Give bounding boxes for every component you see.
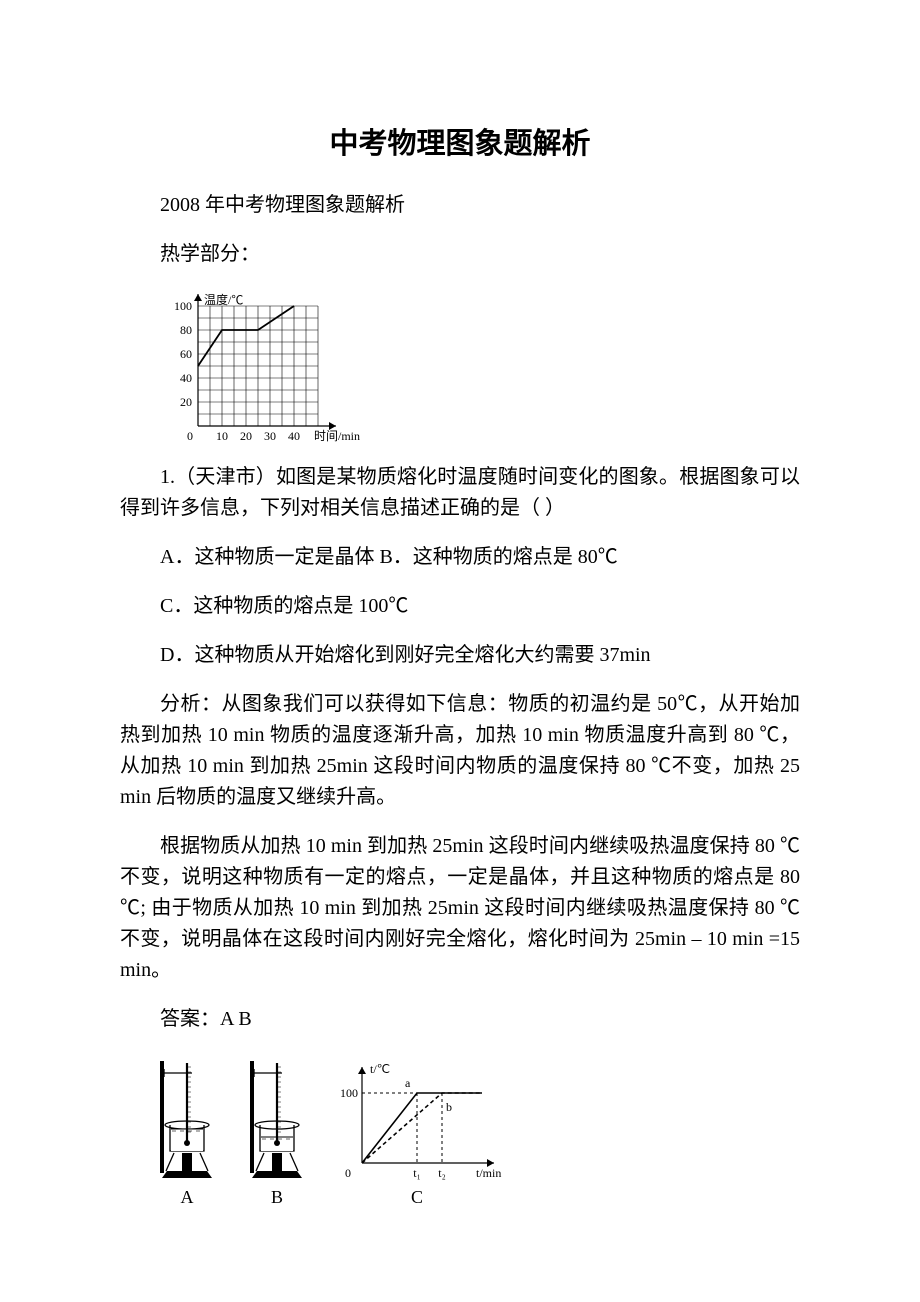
fig-label-b: B: [242, 1187, 312, 1208]
q1-analysis-2: 根据物质从加热 10 min 到加热 25min 这段时间内继续吸热温度保持 8…: [120, 831, 800, 986]
svg-text:40: 40: [288, 429, 300, 443]
svg-text:30: 30: [264, 429, 276, 443]
apparatus-b: B: [242, 1053, 312, 1208]
svg-text:t/min: t/min: [476, 1166, 501, 1180]
svg-text:b: b: [446, 1100, 452, 1114]
svg-text:100: 100: [174, 299, 192, 313]
svg-text:60: 60: [180, 347, 192, 361]
svg-text:10: 10: [216, 429, 228, 443]
fig-label-c: C: [332, 1187, 502, 1208]
apparatus-a: A: [152, 1053, 222, 1208]
q2-figures: A B 100 t₁ t₂ a b t/℃ t/min 0 C: [152, 1053, 800, 1208]
subtitle: 2008 年中考物理图象题解析: [120, 190, 800, 221]
svg-text:t/℃: t/℃: [370, 1063, 390, 1076]
page-title: 中考物理图象题解析: [120, 120, 800, 162]
svg-text:100: 100: [340, 1086, 358, 1100]
q1-opt-d: D．这种物质从开始熔化到刚好完全熔化大约需要 37min: [120, 640, 800, 671]
fig-label-a: A: [152, 1187, 222, 1208]
q1-answer: 答案：A B: [120, 1004, 800, 1035]
svg-text:80: 80: [180, 323, 192, 337]
svg-text:温度/℃: 温度/℃: [204, 292, 243, 307]
svg-text:时间/min: 时间/min: [314, 429, 360, 443]
svg-text:t₁: t₁: [413, 1166, 421, 1180]
svg-text:20: 20: [180, 395, 192, 409]
q1-opt-c: C．这种物质的熔点是 100℃: [120, 591, 800, 622]
q1-stem: 1.（天津市）如图是某物质熔化时温度随时间变化的图象。根据图象可以得到许多信息，…: [120, 462, 800, 524]
q1-opt-a: A．这种物质一定是晶体 B．这种物质的熔点是 80℃: [120, 542, 800, 573]
svg-text:20: 20: [240, 429, 252, 443]
q1-analysis-1: 分析：从图象我们可以获得如下信息：物质的初温约是 50℃，从开始加热到加热 10…: [120, 689, 800, 813]
section-heading: 热学部分：: [120, 239, 800, 270]
chart-c: 100 t₁ t₂ a b t/℃ t/min 0 C: [332, 1063, 502, 1208]
svg-text:0: 0: [345, 1166, 351, 1180]
svg-text:t₂: t₂: [438, 1166, 446, 1180]
q1-chart: 20 40 60 80 100 0 10 20 30 40 温度/℃ 时间/min: [152, 288, 800, 448]
svg-text:a: a: [405, 1076, 411, 1090]
svg-text:0: 0: [187, 429, 193, 443]
svg-text:40: 40: [180, 371, 192, 385]
